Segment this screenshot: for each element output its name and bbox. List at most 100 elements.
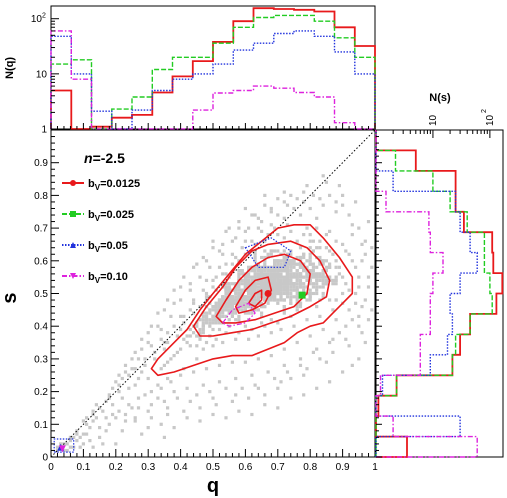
scatter-point-718 [217, 301, 222, 305]
scatter-point-1201 [111, 403, 115, 407]
scatter-point-1170 [269, 331, 273, 335]
scatter-point-1126 [366, 318, 371, 322]
scatter-point-1006 [263, 239, 267, 243]
scatter-point-693 [292, 265, 296, 269]
scatter-point-757 [253, 298, 257, 302]
scatter-point-643 [308, 269, 312, 273]
scatter-point-1002 [318, 239, 322, 243]
scatter-point-1153 [98, 426, 102, 430]
scatter-point-35 [214, 321, 218, 325]
scatter-point-812 [305, 272, 309, 276]
scatter-point-1124 [341, 370, 345, 374]
scatter-point-862 [279, 275, 283, 279]
scatter-point-1334 [250, 213, 254, 217]
scatter-point-1272 [130, 367, 134, 371]
legend-marker-2 [70, 242, 76, 248]
legend-label-prefix-0: b [88, 178, 95, 190]
scatter-point-1220 [240, 246, 244, 250]
scatter-point-1051 [140, 370, 144, 374]
contour-bv005-origin [53, 438, 75, 453]
scatter-point-346 [240, 308, 244, 312]
scatter-point-676 [289, 301, 293, 305]
top-y-tick-label-1: 10 [36, 69, 48, 80]
main-xlabel: q [207, 475, 219, 497]
scatter-point-764 [240, 291, 244, 296]
scatter-point-449 [311, 272, 315, 276]
scatter-point-1222 [260, 229, 264, 233]
scatter-point-1253 [357, 226, 361, 230]
scatter-point-225 [260, 314, 264, 318]
scatter-point-828 [256, 295, 260, 299]
scatter-point-961 [276, 282, 280, 286]
scatter-point-13 [308, 288, 312, 292]
scatter-point-587 [221, 295, 225, 299]
scatter-point-680 [295, 291, 299, 296]
scatter-point-541 [266, 301, 270, 305]
scatter-point-489 [289, 259, 293, 263]
scatter-point-358 [305, 298, 309, 302]
scatter-point-1066 [344, 324, 348, 328]
scatter-point-985 [243, 324, 247, 328]
scatter-point-1070 [350, 233, 354, 237]
scatter-point-726 [243, 305, 247, 309]
main-x-tick-label-2: 0.2 [109, 462, 123, 473]
scatter-point-1273 [120, 376, 124, 381]
scatter-point-1259 [276, 213, 280, 217]
scatter-point-356 [292, 259, 296, 263]
scatter-point-1255 [334, 200, 338, 204]
scatter-point-1046 [204, 278, 209, 282]
scatter-point-454 [224, 285, 228, 289]
scatter-point-1042 [256, 226, 260, 230]
scatter-point-351 [195, 321, 199, 325]
scatter-point-1083 [140, 347, 144, 351]
scatter-point-882 [276, 275, 280, 279]
scatter-point-1174 [318, 314, 322, 318]
scatter-point-1165 [211, 344, 215, 348]
scatter-point-476 [315, 265, 319, 269]
scatter-point-776 [321, 269, 325, 273]
scatter-point-594 [230, 308, 234, 312]
scatter-point-77 [311, 291, 315, 296]
scatter-point-361 [282, 265, 286, 269]
scatter-point-1080 [188, 282, 192, 286]
scatter-point-1156 [123, 412, 128, 417]
scatter-point-195 [289, 269, 293, 273]
scatter-point-1133 [81, 432, 85, 436]
scatter-point-276 [289, 272, 293, 276]
scatter-point-1048 [179, 314, 183, 318]
scatter-point-1141 [68, 445, 72, 449]
scatter-point-1076 [253, 213, 257, 217]
scatter-point-951 [256, 282, 260, 286]
scatter-point-502 [240, 305, 244, 309]
scatter-point-777 [217, 305, 222, 309]
scatter-point-1247 [149, 403, 153, 407]
scatter-point-1246 [162, 399, 166, 403]
scatter-point-1307 [78, 435, 82, 439]
scatter-point-588 [227, 301, 231, 305]
scatter-point-704 [282, 288, 286, 292]
scatter-point-620 [279, 291, 283, 296]
scatter-point-672 [263, 305, 267, 309]
scatter-point-730 [321, 259, 325, 263]
scatter-point-678 [269, 275, 273, 279]
scatter-point-1036 [341, 242, 345, 246]
scatter-point-1028 [308, 334, 312, 338]
contours [53, 224, 354, 453]
scatter-point-773 [285, 278, 290, 282]
scatter-point-1252 [363, 252, 367, 256]
scatter-point-479 [324, 265, 328, 269]
scatter-point-304 [230, 314, 234, 318]
scatter-point-4 [253, 252, 257, 256]
scatter-point-1342 [166, 298, 170, 302]
scatter-point-1152 [91, 419, 95, 423]
n-annotation-value: =-2.5 [93, 150, 126, 166]
scatter-point-42 [250, 311, 254, 315]
scatter-point-974 [188, 344, 192, 348]
scatter-point-939 [253, 272, 257, 276]
scatter-point-852 [211, 308, 215, 312]
scatter-point-493 [295, 295, 299, 299]
scatter-point-1322 [350, 363, 354, 367]
scatter-point-851 [240, 288, 244, 292]
scatter-point-1278 [269, 206, 273, 211]
scatter-point-448 [298, 255, 303, 260]
